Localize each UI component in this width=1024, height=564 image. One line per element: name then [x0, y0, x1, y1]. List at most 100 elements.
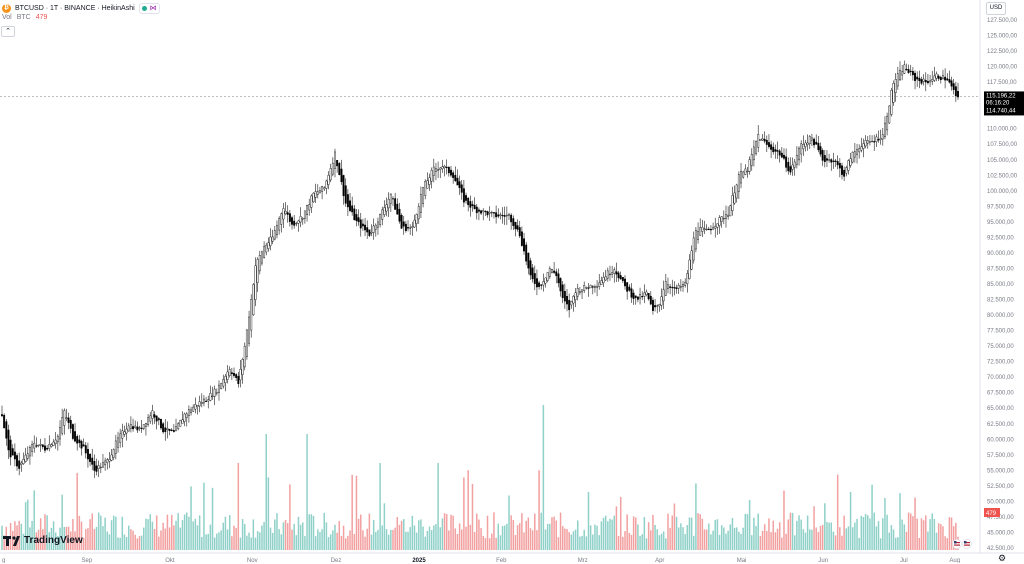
candle-body	[67, 417, 70, 423]
y-tick-label: 67.500,00	[987, 391, 1014, 397]
volume-bar	[785, 533, 787, 550]
volume-bar	[1, 525, 3, 550]
candle-body	[471, 204, 474, 206]
candle-body	[366, 227, 369, 233]
volume-bar	[944, 536, 946, 550]
volume-bar	[931, 513, 933, 550]
volume-legend[interactable]: Vol BTC 479	[2, 14, 47, 21]
candle-body	[179, 420, 182, 427]
volume-bar	[815, 527, 817, 550]
candle-body	[748, 159, 751, 172]
candle-body	[697, 231, 700, 240]
volume-bar	[542, 405, 545, 550]
candle-body	[125, 428, 128, 434]
volume-bar	[662, 531, 665, 550]
y-tick-label: 105.000,00	[987, 158, 1018, 164]
volume-bar	[27, 499, 29, 550]
candle-body	[359, 219, 362, 229]
volume-bar	[44, 514, 46, 550]
candle-body	[617, 272, 620, 279]
volume-bar	[430, 530, 433, 550]
volume-bar	[127, 525, 130, 550]
volume-bar	[491, 533, 493, 550]
symbol-header[interactable]: ₿ BTCUSD · 1T · BINANCE · HeikinAshi ⋈	[2, 2, 160, 14]
candle-body	[892, 83, 895, 103]
volume-bar	[630, 534, 633, 550]
volume-bar	[693, 535, 695, 550]
candle-body	[720, 216, 723, 222]
candle-body	[104, 460, 107, 466]
volume-bar	[796, 520, 798, 550]
candle-body	[185, 413, 188, 418]
volume-bar	[314, 536, 317, 550]
x-tick-label: Mai	[737, 558, 747, 563]
volume-bar	[598, 535, 600, 550]
candle-body	[291, 217, 293, 225]
candle-body	[896, 73, 899, 87]
candle-body	[544, 277, 547, 284]
countdown-label: 06:16:20	[986, 100, 1010, 106]
tradingview-logo[interactable]: TradingView	[3, 535, 83, 546]
candle-body	[725, 214, 727, 219]
volume-bar	[179, 527, 182, 550]
candle-body	[602, 277, 605, 283]
candle-body	[503, 215, 506, 217]
volume-bar	[104, 517, 106, 550]
currency-button[interactable]: USD	[986, 2, 1006, 15]
volume-bar	[319, 532, 321, 550]
candle-body	[789, 166, 792, 173]
candle-body	[514, 221, 517, 230]
volume-bar	[927, 531, 929, 550]
candle-body	[355, 214, 358, 221]
candle-body	[630, 288, 633, 298]
candle-body	[31, 444, 34, 452]
volume-bar	[624, 531, 626, 550]
volume-bar	[791, 512, 794, 550]
candle-body	[357, 217, 360, 223]
candle-body	[222, 379, 225, 387]
candle-body	[394, 198, 397, 210]
volume-bar	[426, 530, 429, 550]
candle-body	[346, 194, 349, 208]
symbol-status-badges[interactable]: ⋈	[138, 2, 160, 14]
candle-body	[190, 409, 193, 413]
candle-body	[555, 271, 558, 277]
close-label: 114.740,44	[986, 108, 1016, 114]
candle-body	[518, 227, 521, 237]
collapse-legend-button[interactable]: ⌃	[1, 26, 15, 37]
volume-bar	[671, 515, 674, 550]
volume-bar	[834, 535, 837, 550]
candle-body	[18, 460, 21, 469]
candle-body	[495, 212, 498, 218]
volume-label: Vol	[2, 14, 12, 21]
volume-bar	[50, 527, 53, 550]
volume-bar	[744, 513, 747, 550]
candle-body	[329, 168, 332, 181]
volume-bar	[714, 519, 716, 550]
volume-bar	[344, 538, 347, 550]
candle-body	[804, 142, 807, 147]
share-icon[interactable]: ⋈	[149, 5, 157, 12]
candle-body	[243, 345, 246, 368]
candle-body	[800, 143, 803, 155]
candle-body	[316, 191, 319, 195]
settings-icon[interactable]: ⚙	[998, 553, 1007, 563]
volume-bar	[297, 516, 300, 550]
candle-body	[435, 168, 437, 172]
volume-bar	[665, 538, 667, 550]
candle-body	[600, 280, 603, 285]
volume-bar	[267, 477, 270, 550]
volume-bar	[244, 523, 246, 550]
candle-body	[596, 286, 599, 288]
candle-body	[735, 184, 738, 199]
y-tick-label: 120.000,00	[987, 65, 1018, 71]
candle-body	[409, 227, 412, 229]
volume-bar	[72, 519, 74, 550]
candle-body	[439, 167, 442, 170]
symbol-title[interactable]: BTCUSD · 1T · BINANCE · HeikinAshi	[15, 4, 135, 12]
us-flag-stripe	[964, 542, 970, 544]
volume-bar	[897, 537, 899, 550]
volume-bar	[424, 536, 426, 550]
us-flag-stripe	[964, 544, 970, 546]
